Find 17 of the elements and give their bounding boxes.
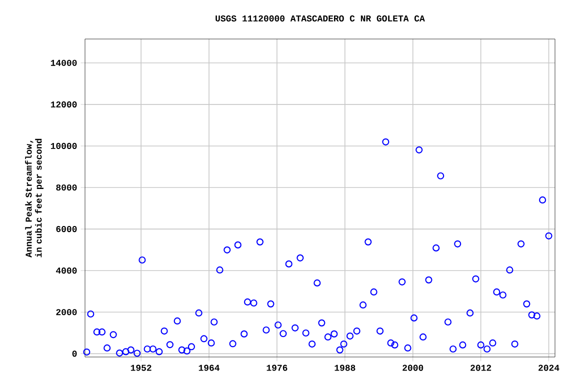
x-tick-label: 2000 [402,364,424,371]
y-tick-label: 14000 [50,60,77,66]
y-tick-label: 6000 [56,226,77,232]
x-tick-label: 1964 [198,364,220,371]
x-tick-label: 2012 [470,364,492,371]
y-tick-label: 2000 [56,309,77,316]
chart-title: USGS 11120000 ATASCADERO C NR GOLETA CA [216,15,425,22]
y-tick-label: 10000 [50,142,77,150]
y-tick-label: 0 [72,350,77,357]
y-tick-label: 8000 [56,184,77,191]
y-axis-title: Annual Peak Streamflow, in cubic feet per second [25,138,44,258]
x-tick-label: 2024 [538,364,560,371]
x-tick-label: 1976 [266,364,288,371]
x-tick-label: 1952 [130,364,152,371]
y-tick-label: 12000 [50,101,77,108]
y-tick-label: 4000 [56,268,77,274]
x-tick-label: 1988 [334,364,356,371]
